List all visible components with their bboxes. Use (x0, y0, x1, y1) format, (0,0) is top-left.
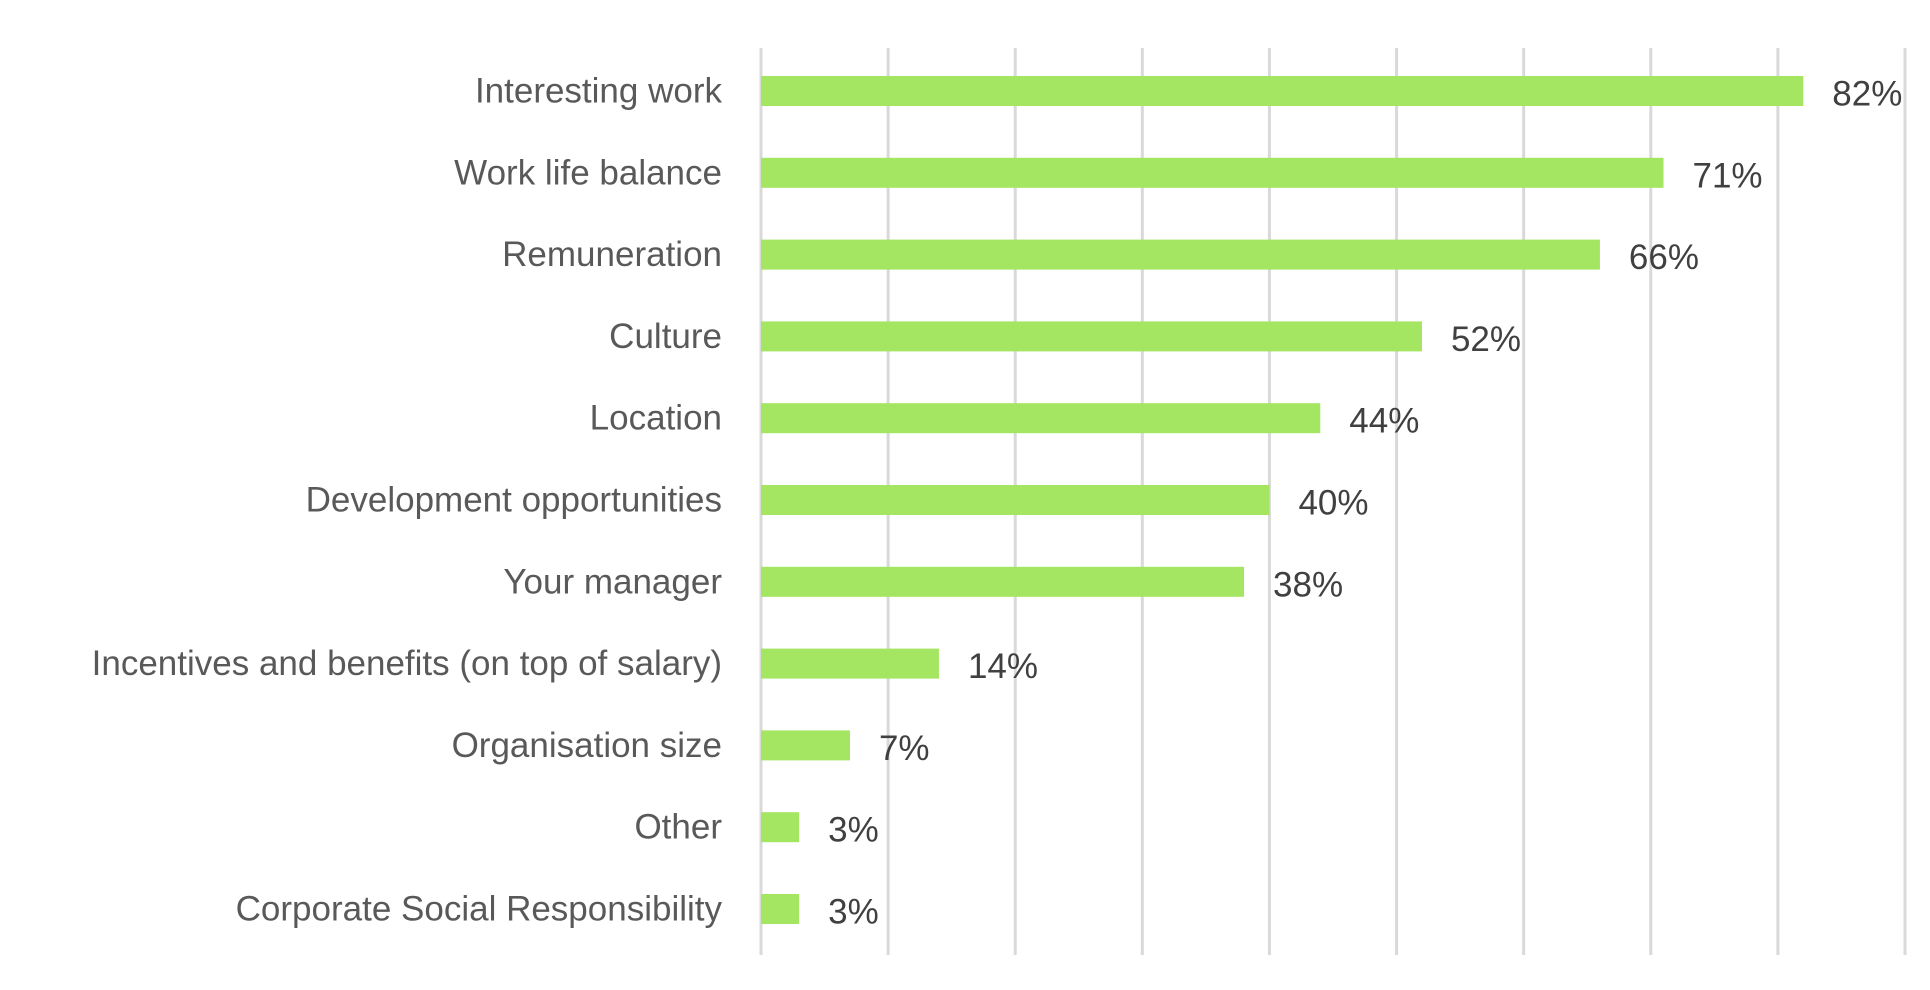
bar (761, 648, 939, 679)
category-label: Location (590, 399, 722, 438)
data-label: 82% (1832, 75, 1902, 114)
value-labels: 82% 71% 66% 52% 44% 40% 38% 14% 7% 3% 3% (828, 75, 1902, 932)
data-label: 66% (1629, 238, 1699, 277)
bar (761, 730, 850, 761)
data-label: 71% (1692, 156, 1762, 195)
data-label: 3% (828, 811, 879, 850)
bar (761, 321, 1422, 352)
bar (761, 485, 1270, 515)
bar (761, 403, 1321, 434)
category-label: Your manager (503, 562, 722, 601)
category-labels: Interesting work Work life balance Remuner… (92, 72, 723, 929)
data-label: 7% (879, 729, 930, 768)
category-label: Remuneration (502, 235, 722, 274)
category-label: Culture (609, 317, 722, 356)
category-label: Corporate Social Responsibility (236, 890, 723, 929)
data-label: 52% (1451, 320, 1521, 359)
bar (761, 157, 1664, 188)
data-label: 14% (968, 647, 1038, 686)
category-label: Work life balance (454, 153, 722, 192)
bar (761, 812, 800, 843)
category-label: Development opportunities (306, 481, 722, 520)
bar (761, 239, 1600, 270)
category-label: Organisation size (452, 726, 722, 765)
data-label: 3% (828, 893, 879, 932)
bar (761, 566, 1245, 597)
data-label: 44% (1349, 402, 1419, 441)
bar (761, 894, 800, 924)
bars (761, 76, 1804, 924)
bar (761, 76, 1804, 106)
category-label: Other (634, 808, 722, 847)
data-label: 38% (1273, 565, 1343, 604)
data-label: 40% (1298, 484, 1368, 523)
category-label: Interesting work (475, 72, 723, 111)
category-label: Incentives and benefits (on top of salar… (92, 644, 722, 683)
